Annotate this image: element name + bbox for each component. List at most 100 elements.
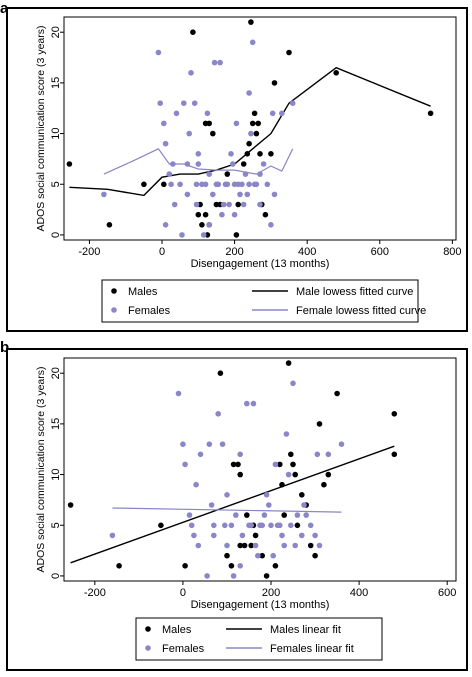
male-point <box>199 222 205 228</box>
female-point <box>237 563 243 569</box>
male-point <box>206 120 212 127</box>
female-point <box>325 451 332 458</box>
legend-box <box>101 279 419 323</box>
female-point <box>202 181 209 188</box>
male-point <box>252 532 259 539</box>
female-point <box>204 573 210 579</box>
male-point <box>321 481 327 488</box>
male-point <box>248 19 254 25</box>
female-point <box>181 100 187 106</box>
female-point <box>233 120 240 127</box>
female-point <box>161 120 167 127</box>
male-point <box>268 151 274 157</box>
male-point <box>334 390 340 397</box>
female-point <box>240 201 247 208</box>
female-point <box>230 573 237 579</box>
female-point <box>237 191 243 198</box>
female-point <box>338 441 345 447</box>
female-point <box>222 522 228 529</box>
female-point <box>204 110 211 117</box>
fit-line <box>70 445 395 564</box>
female-point <box>195 161 202 167</box>
female-point <box>191 532 197 539</box>
female-point <box>233 512 239 518</box>
female-point <box>277 522 283 529</box>
female-point <box>206 222 212 228</box>
x-tick-label: 200 <box>225 246 243 258</box>
female-point <box>279 110 285 117</box>
male-point <box>182 563 188 569</box>
female-point <box>184 191 191 198</box>
female-point <box>224 542 230 549</box>
female-point <box>271 191 278 198</box>
female-point <box>230 161 236 167</box>
legend-females-label: Females <box>128 305 171 317</box>
female-point <box>231 211 238 218</box>
female-point <box>266 502 272 508</box>
male-point <box>312 552 318 559</box>
y-tick-label: 10 <box>50 127 62 139</box>
female-point <box>219 441 226 447</box>
female-point <box>179 232 185 238</box>
y-tick-label: 10 <box>50 468 62 480</box>
female-point <box>272 461 279 468</box>
male-point <box>333 70 340 76</box>
plot-area-border <box>63 16 457 241</box>
male-point <box>233 232 240 238</box>
male-point <box>224 171 231 177</box>
male-point <box>271 80 278 86</box>
female-point <box>228 151 234 157</box>
male-point <box>202 211 209 218</box>
male-point <box>190 29 196 35</box>
female-point <box>191 100 198 106</box>
fit-line <box>112 507 342 513</box>
male-point <box>316 421 323 427</box>
legend-females-marker <box>111 307 117 313</box>
female-point <box>188 70 194 76</box>
male-point <box>279 481 285 488</box>
male-point <box>141 181 147 188</box>
y-tick-label: 15 <box>50 77 62 89</box>
male-point <box>290 461 296 468</box>
male-point <box>158 522 164 529</box>
male-point <box>240 161 247 167</box>
female-point <box>224 492 230 498</box>
female-point <box>109 532 116 539</box>
male-point <box>299 492 305 498</box>
panel-frame <box>6 7 468 332</box>
female-point <box>264 181 271 188</box>
female-point <box>186 130 192 137</box>
male-point <box>325 471 332 478</box>
legend-males-label: Males <box>128 286 158 298</box>
female-point <box>260 161 267 167</box>
y-axis-label: ADOS social communication score (3 years… <box>35 367 47 573</box>
fit-line <box>103 148 294 175</box>
female-point <box>242 171 249 177</box>
female-point <box>184 161 191 167</box>
female-point <box>249 39 256 46</box>
female-point <box>255 552 261 559</box>
y-tick-label: 15 <box>50 418 62 430</box>
male-point <box>391 411 398 417</box>
legend-box <box>135 617 383 661</box>
female-point <box>257 171 263 177</box>
female-point <box>244 400 250 407</box>
y-tick-label: 5 <box>50 522 62 528</box>
male-point <box>237 471 243 478</box>
female-point <box>289 100 296 106</box>
male-point <box>246 140 252 147</box>
x-tick-label: 0 <box>180 587 186 599</box>
female-point <box>197 451 204 458</box>
male-point <box>259 552 265 559</box>
male-point <box>257 151 263 157</box>
female-point <box>290 380 296 387</box>
male-point <box>286 49 292 56</box>
female-point <box>211 522 217 529</box>
female-point <box>215 181 222 188</box>
male-point <box>253 130 260 137</box>
male-point <box>277 461 283 468</box>
x-tick-label: 800 <box>443 246 461 258</box>
female-point <box>155 49 162 56</box>
female-point <box>171 201 178 208</box>
male-point <box>244 512 250 518</box>
